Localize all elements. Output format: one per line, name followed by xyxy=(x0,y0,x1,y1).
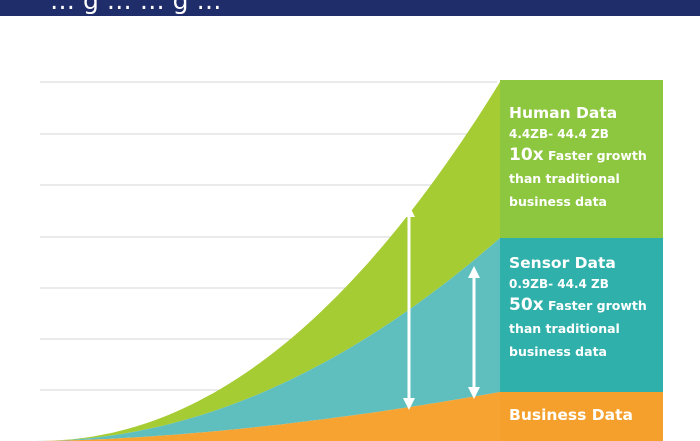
sensor-data-area xyxy=(35,238,500,441)
human-data-growth-text: Faster growth xyxy=(547,148,647,163)
header-title: … g … … g … xyxy=(50,0,222,15)
sensor-data-label: Sensor Data 0.9ZB- 44.4 ZB 50x Faster gr… xyxy=(509,254,669,363)
sensor-data-multiplier: 50x xyxy=(509,295,544,315)
growth-arrows xyxy=(403,205,480,410)
human-data-title: Human Data xyxy=(509,104,618,122)
business-data-panel xyxy=(500,392,663,441)
human-data-panel xyxy=(500,80,663,238)
business-data-area xyxy=(35,392,500,441)
sensor-data-panel xyxy=(500,238,663,392)
human-data-line2: than traditional xyxy=(509,171,620,186)
sensor-data-title: Sensor Data xyxy=(509,254,616,272)
business-data-label: Business Data xyxy=(509,406,669,425)
human-data-growth: 10x Faster growth xyxy=(509,144,669,167)
business-data-title: Business Data xyxy=(509,406,633,424)
header-bar: … g … … g … xyxy=(0,0,700,16)
sensor-data-growth: 50x Faster growth xyxy=(509,294,669,317)
growth-arrow xyxy=(403,205,415,410)
growth-arrow xyxy=(468,266,480,399)
human-data-label: Human Data 4.4ZB- 44.4 ZB 10x Faster gro… xyxy=(509,104,669,213)
sensor-data-growth-text: Faster growth xyxy=(547,298,647,313)
sensor-data-range: 0.9ZB- 44.4 ZB xyxy=(509,277,609,291)
human-data-line3: business data xyxy=(509,194,607,209)
human-data-multiplier: 10x xyxy=(509,145,544,165)
sensor-data-line3: business data xyxy=(509,344,607,359)
human-data-range: 4.4ZB- 44.4 ZB xyxy=(509,127,609,141)
human-data-area xyxy=(35,82,500,441)
sensor-data-line2: than traditional xyxy=(509,321,620,336)
